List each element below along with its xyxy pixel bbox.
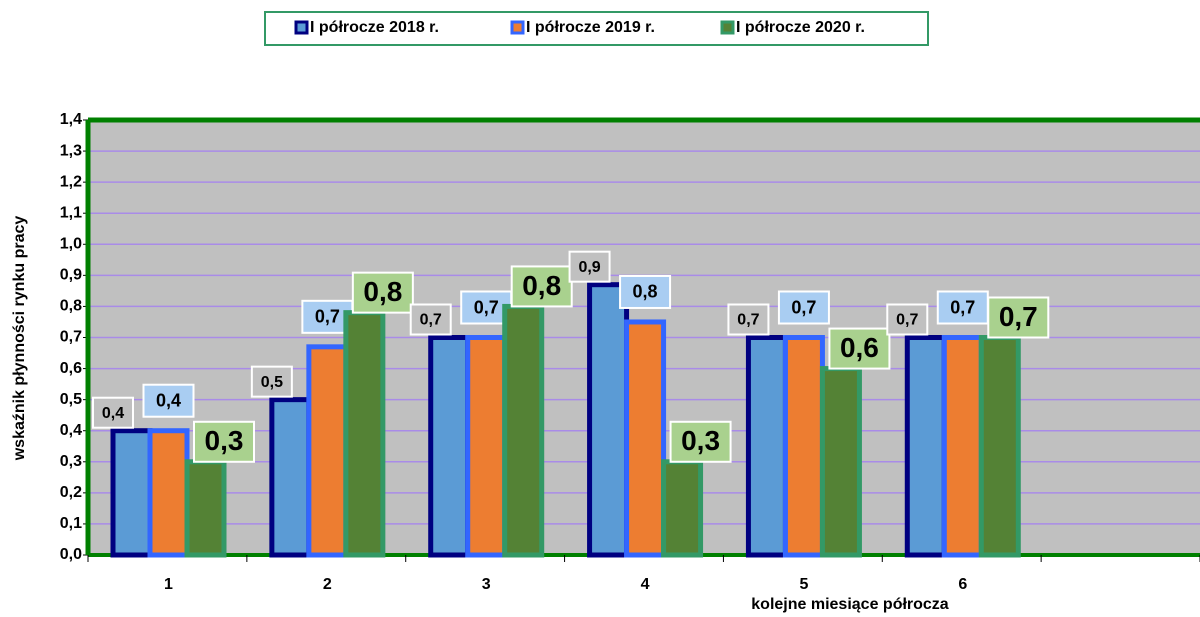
data-label: 0,5 (261, 374, 283, 391)
data-label: 0,4 (102, 405, 124, 422)
bar (941, 335, 984, 558)
legend-box (264, 11, 929, 46)
data-label-box (727, 303, 770, 336)
y-tick-label: 0,2 (60, 484, 82, 501)
data-label-box (828, 327, 891, 370)
y-tick-label: 0,8 (60, 298, 82, 315)
y-tick-label: 0,6 (60, 360, 82, 377)
data-label-box (193, 420, 255, 463)
bar (269, 397, 312, 558)
legend-swatch (294, 20, 309, 35)
data-label: 0,7 (737, 312, 759, 329)
y-tick-label: 0,3 (60, 453, 82, 470)
bar (904, 335, 947, 558)
data-label: 0,7 (315, 307, 340, 327)
y-tick-label: 0,9 (60, 267, 82, 284)
data-label-box (92, 396, 134, 429)
data-label: 0,7 (474, 297, 499, 317)
y-tick-label: 1,3 (60, 142, 82, 159)
bar (428, 335, 471, 558)
data-label-box (510, 265, 573, 308)
data-label-box (777, 290, 830, 325)
data-label-box (936, 290, 989, 325)
bar (819, 366, 862, 558)
bar (465, 335, 508, 558)
data-label: 0,7 (791, 297, 816, 317)
legend-label: I półrocze 2018 r. (310, 19, 439, 36)
data-label: 0,7 (896, 312, 918, 329)
y-tick-label: 0,7 (60, 329, 82, 346)
data-label-box (669, 420, 732, 463)
legend-swatch (720, 20, 735, 35)
data-label: 0,7 (999, 301, 1038, 332)
data-label-box (351, 271, 414, 314)
x-tick-label: 4 (641, 576, 650, 593)
y-tick-label: 1,1 (60, 204, 82, 221)
bar (343, 310, 386, 558)
y-tick-label: 1,0 (60, 236, 82, 253)
data-label-box (409, 303, 452, 336)
x-tick-label: 1 (164, 576, 173, 593)
data-label: 0,3 (205, 425, 244, 456)
data-label-box (250, 365, 293, 398)
data-label: 0,6 (840, 332, 879, 363)
bar (624, 319, 667, 558)
legend-swatch (510, 20, 525, 35)
y-tick-label: 0,5 (60, 391, 82, 408)
bar (661, 459, 704, 558)
data-label-box (142, 383, 195, 418)
data-label-box (619, 274, 672, 309)
y-tick-label: 1,4 (60, 111, 82, 128)
bar (110, 428, 153, 558)
bar (306, 344, 349, 558)
data-label: 0,8 (633, 282, 658, 302)
data-label: 0,8 (363, 276, 402, 307)
data-label: 0,4 (156, 390, 181, 410)
bar (745, 335, 788, 558)
bar (978, 335, 1021, 558)
bar (502, 303, 545, 558)
bar (587, 282, 630, 558)
y-tick-label: 0,0 (60, 546, 82, 563)
x-tick-label: 6 (958, 576, 967, 593)
data-label: 0,9 (578, 259, 600, 276)
legend-label: I półrocze 2019 r. (526, 19, 655, 36)
bar (782, 335, 825, 558)
data-label-box (568, 250, 611, 283)
y-tick-label: 1,2 (60, 173, 82, 190)
data-label-box (886, 303, 929, 336)
y-axis-label: wskaźnik płynności rynku pracy (11, 216, 28, 462)
x-tick-label: 3 (482, 576, 491, 593)
x-tick-label: 5 (799, 576, 808, 593)
data-label: 0,8 (522, 270, 561, 301)
x-tick-label: 2 (323, 576, 332, 593)
data-label: 0,7 (950, 297, 975, 317)
x-axis-label: kolejne miesiące półrocza (751, 596, 949, 613)
bar (147, 428, 190, 558)
bar (184, 459, 227, 558)
y-tick-label: 0,1 (60, 515, 82, 532)
data-label: 0,3 (681, 425, 720, 456)
data-label: 0,7 (420, 312, 442, 329)
legend-label: I półrocze 2020 r. (736, 19, 865, 36)
y-tick-label: 0,4 (60, 422, 82, 439)
data-label-box (987, 296, 1050, 339)
